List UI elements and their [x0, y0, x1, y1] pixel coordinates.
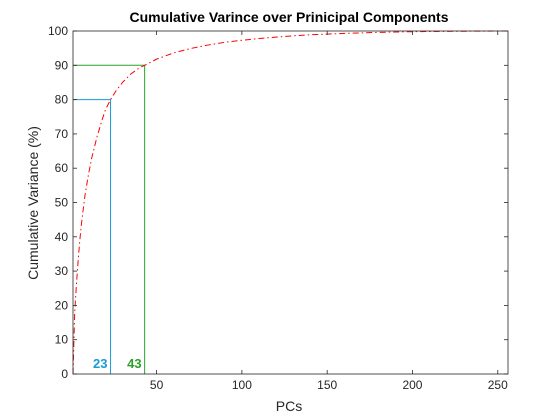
- reference-line-23: [73, 99, 112, 374]
- y-tick-label: 0: [61, 367, 68, 381]
- y-tick-label: 30: [55, 264, 69, 278]
- y-tick-label: 40: [55, 230, 69, 244]
- y-tick-label: 20: [55, 298, 69, 312]
- x-axis-label: PCs: [276, 398, 302, 414]
- y-tick-label: 60: [55, 161, 69, 175]
- y-axis-label: Cumulative Variance (%): [25, 126, 41, 280]
- y-tick-label: 100: [48, 24, 68, 38]
- chart-title: Cumulative Varince over Prinicipal Compo…: [130, 9, 449, 25]
- y-tick-label: 10: [55, 333, 69, 347]
- y-tick-label: 50: [55, 196, 69, 210]
- y-axis-ticks: 0 10 20 30 40 50 60 70 80 90 100: [48, 24, 508, 381]
- series-line-0: [72, 30, 509, 375]
- series-layer: [72, 30, 509, 375]
- x-tick-label: 100: [232, 378, 252, 392]
- x-tick-label: 250: [488, 378, 508, 392]
- y-tick-label: 90: [55, 58, 69, 72]
- y-tick-label: 70: [55, 127, 69, 141]
- marker-annotations: 23 43: [93, 356, 142, 371]
- x-tick-label: 200: [402, 378, 422, 392]
- y-tick-label: 80: [55, 93, 69, 107]
- x-tick-label: 50: [150, 378, 164, 392]
- x-tick-label: 150: [317, 378, 337, 392]
- plot-area: [73, 31, 508, 374]
- marker-label-43: 43: [127, 356, 141, 371]
- x-axis-ticks: 50 100 150 200 250: [150, 31, 508, 392]
- marker-label-23: 23: [93, 356, 107, 371]
